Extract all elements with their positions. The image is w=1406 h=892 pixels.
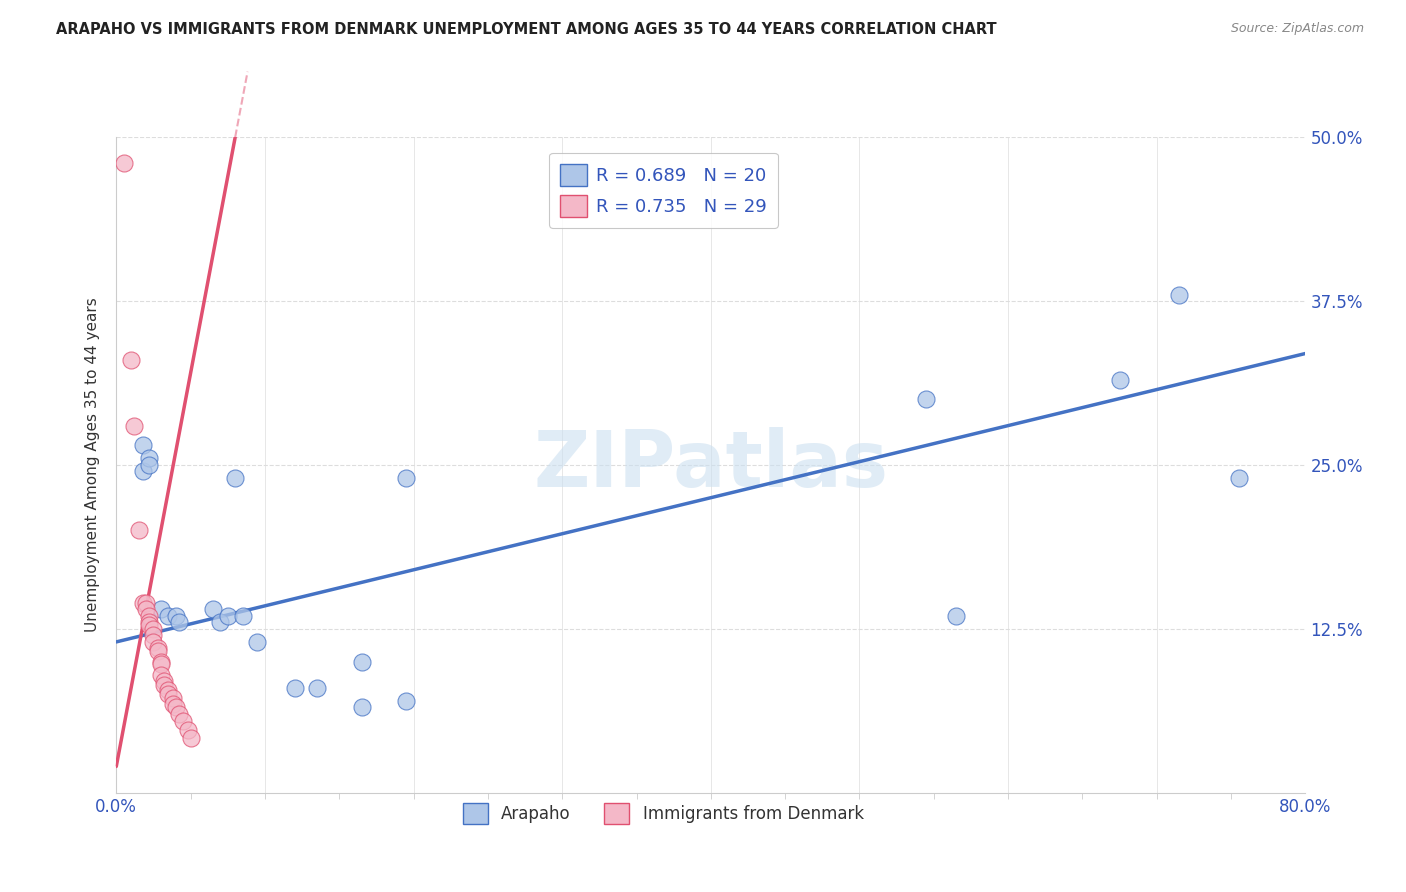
Point bbox=[149, 602, 172, 616]
Point bbox=[157, 608, 180, 623]
Point bbox=[146, 644, 169, 658]
Point bbox=[945, 608, 967, 623]
Point bbox=[284, 681, 307, 695]
Point bbox=[172, 714, 194, 728]
Point bbox=[142, 635, 165, 649]
Point bbox=[350, 700, 373, 714]
Point bbox=[138, 458, 160, 472]
Point bbox=[246, 635, 269, 649]
Point bbox=[167, 706, 190, 721]
Point bbox=[132, 438, 155, 452]
Y-axis label: Unemployment Among Ages 35 to 44 years: Unemployment Among Ages 35 to 44 years bbox=[86, 298, 100, 632]
Legend: Arapaho, Immigrants from Denmark: Arapaho, Immigrants from Denmark bbox=[456, 797, 870, 830]
Point bbox=[224, 471, 246, 485]
Point bbox=[112, 156, 135, 170]
Point bbox=[146, 641, 169, 656]
Point bbox=[165, 700, 187, 714]
Point bbox=[232, 608, 254, 623]
Point bbox=[165, 608, 187, 623]
Point bbox=[1168, 287, 1191, 301]
Point bbox=[162, 691, 184, 706]
Point bbox=[149, 667, 172, 681]
Point bbox=[157, 687, 180, 701]
Point bbox=[209, 615, 232, 630]
Point bbox=[157, 683, 180, 698]
Point bbox=[1227, 471, 1250, 485]
Point bbox=[138, 451, 160, 466]
Point bbox=[149, 657, 172, 672]
Text: Source: ZipAtlas.com: Source: ZipAtlas.com bbox=[1230, 22, 1364, 36]
Point bbox=[153, 678, 176, 692]
Point bbox=[217, 608, 239, 623]
Point bbox=[149, 655, 172, 669]
Point bbox=[1108, 373, 1130, 387]
Point bbox=[162, 697, 184, 711]
Point bbox=[176, 723, 198, 737]
Point bbox=[132, 596, 155, 610]
Point bbox=[142, 628, 165, 642]
Point bbox=[128, 524, 150, 538]
Point bbox=[395, 471, 418, 485]
Point bbox=[138, 615, 160, 630]
Point bbox=[138, 608, 160, 623]
Point bbox=[201, 602, 224, 616]
Point bbox=[305, 681, 328, 695]
Point bbox=[350, 655, 373, 669]
Point bbox=[142, 622, 165, 636]
Text: ZIPatlas: ZIPatlas bbox=[533, 427, 889, 503]
Point bbox=[915, 392, 938, 407]
Point bbox=[180, 731, 202, 745]
Point bbox=[395, 694, 418, 708]
Point bbox=[122, 418, 145, 433]
Point bbox=[167, 615, 190, 630]
Point bbox=[135, 596, 157, 610]
Point bbox=[132, 465, 155, 479]
Point bbox=[138, 618, 160, 632]
Point bbox=[120, 353, 142, 368]
Text: ARAPAHO VS IMMIGRANTS FROM DENMARK UNEMPLOYMENT AMONG AGES 35 TO 44 YEARS CORREL: ARAPAHO VS IMMIGRANTS FROM DENMARK UNEMP… bbox=[56, 22, 997, 37]
Point bbox=[135, 602, 157, 616]
Point bbox=[153, 674, 176, 689]
